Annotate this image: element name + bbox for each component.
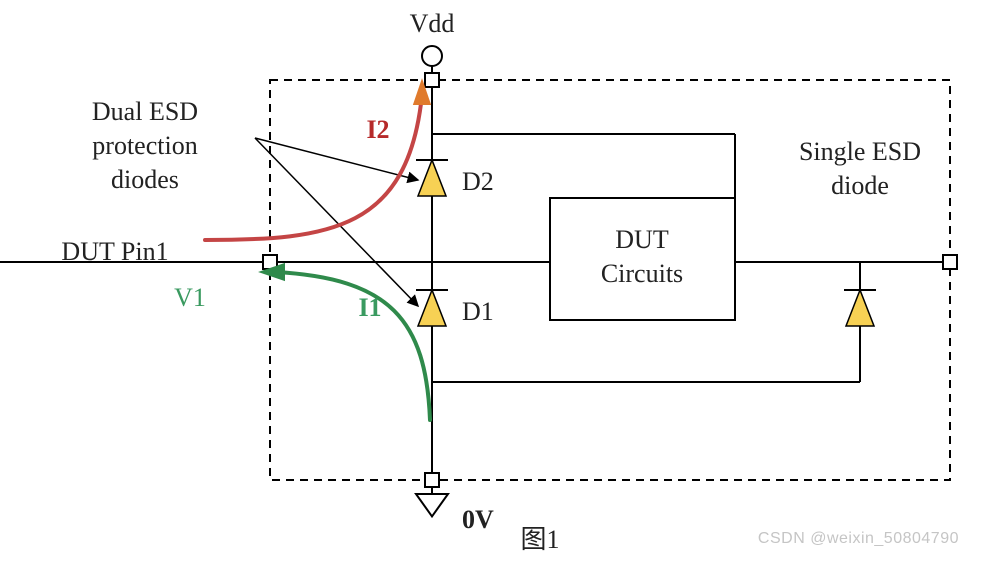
svg-text:diodes: diodes: [111, 165, 179, 194]
labels: Vdd 0V Dual ESD protection diodes DUT Pin1V1 D…: [61, 9, 921, 554]
svg-text:diode: diode: [831, 171, 889, 200]
svg-text:I1: I1: [358, 293, 381, 322]
svg-text:DUT: DUT: [615, 225, 669, 254]
current-paths: [205, 95, 430, 420]
svg-text:Circuits: Circuits: [601, 259, 683, 288]
svg-text:0V: 0V: [462, 505, 494, 534]
current-arrowheads: [258, 78, 431, 281]
svg-text:Single ESD: Single ESD: [799, 137, 921, 166]
svg-text:I2: I2: [366, 115, 389, 144]
svg-text:D1: D1: [462, 297, 494, 326]
watermark: CSDN @weixin_50804790: [758, 530, 959, 548]
svg-text:protection: protection: [92, 131, 197, 160]
vdd-terminal: [422, 46, 442, 66]
svg-text:Vdd: Vdd: [410, 9, 455, 38]
svg-text:V1: V1: [174, 283, 206, 312]
circuit-diagram: Vdd 0V Dual ESD protection diodes DUT Pin1V1 D…: [0, 0, 989, 570]
svg-text:DUT Pin1: DUT Pin1: [61, 237, 168, 266]
svg-text:Dual ESD: Dual ESD: [92, 97, 198, 126]
svg-text:图1: 图1: [520, 525, 559, 554]
svg-text:D2: D2: [462, 167, 494, 196]
ground-symbol: [416, 494, 448, 516]
